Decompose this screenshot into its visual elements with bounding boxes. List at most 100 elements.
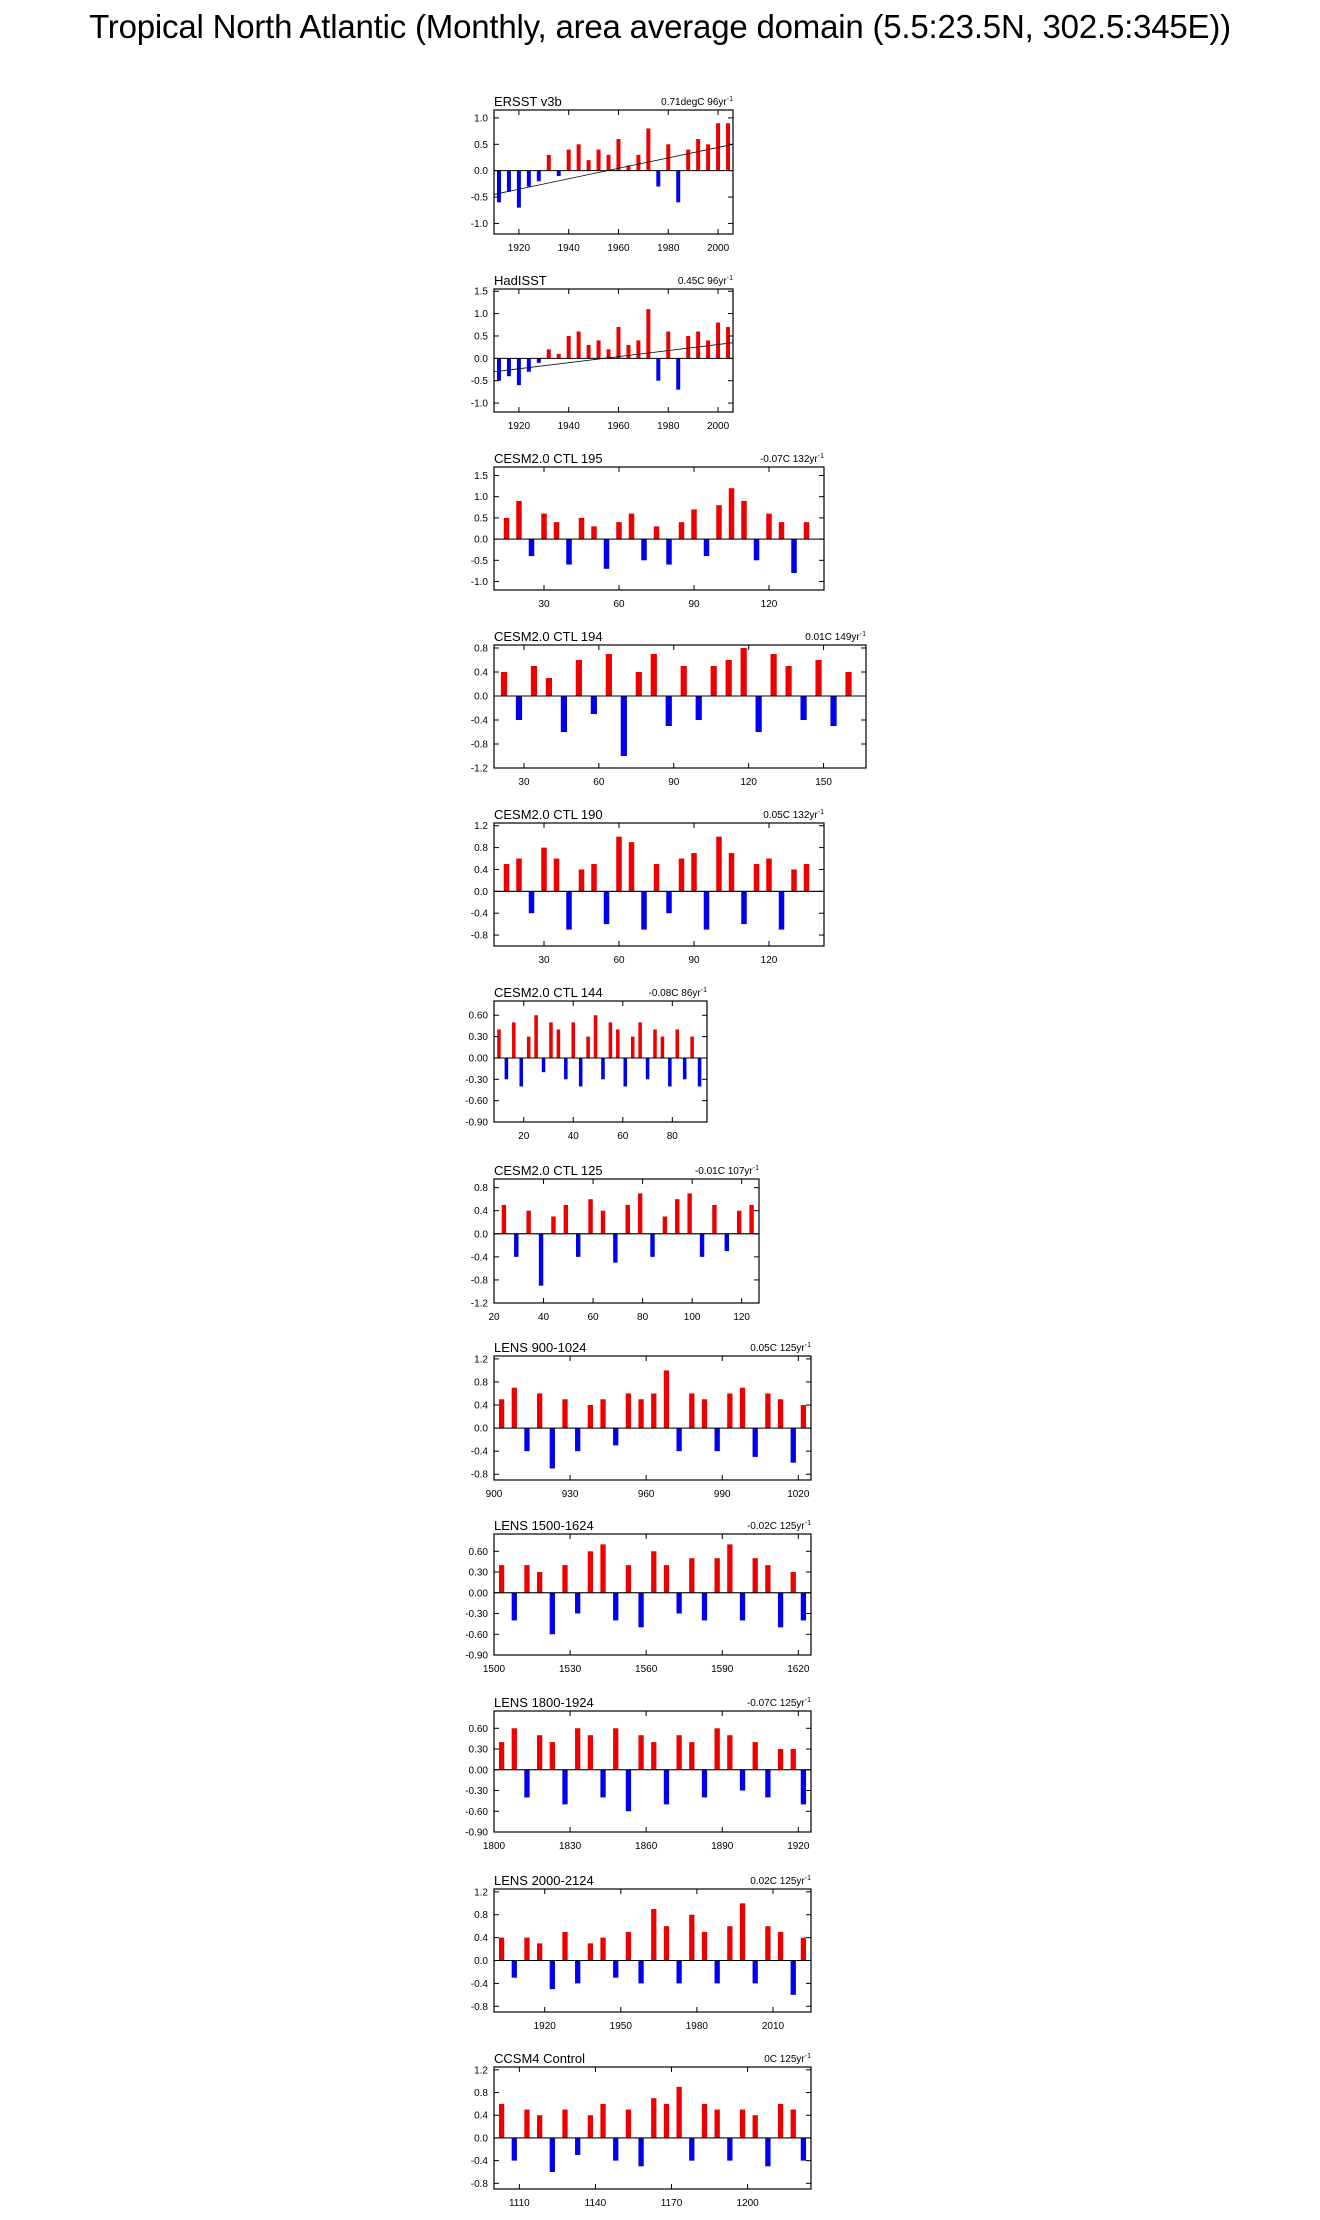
x-tick-label: 100 bbox=[684, 1312, 701, 1323]
bar bbox=[498, 2103, 505, 2138]
bar bbox=[587, 1405, 594, 1429]
bar bbox=[586, 1036, 590, 1058]
bar bbox=[498, 1399, 505, 1429]
x-tick-label: 1500 bbox=[483, 1664, 506, 1675]
y-tick-label: 0.4 bbox=[474, 1933, 488, 1944]
bar bbox=[620, 696, 627, 756]
bar bbox=[676, 358, 681, 390]
bar bbox=[528, 539, 535, 557]
bar bbox=[566, 335, 571, 359]
plot-frame bbox=[493, 109, 734, 235]
bar bbox=[714, 1428, 720, 1452]
bar bbox=[815, 660, 822, 696]
bar bbox=[553, 858, 560, 892]
bar bbox=[524, 1428, 530, 1452]
bar bbox=[695, 696, 702, 720]
bar bbox=[575, 2137, 581, 2155]
bar bbox=[699, 1233, 705, 1257]
bar bbox=[790, 1960, 796, 1995]
bar bbox=[739, 2109, 746, 2138]
bar bbox=[562, 1399, 568, 1429]
bar bbox=[625, 2109, 632, 2138]
y-tick-label: 0.8 bbox=[474, 843, 488, 854]
bar bbox=[741, 891, 747, 925]
bar bbox=[728, 488, 735, 540]
bar bbox=[739, 1903, 746, 1961]
y-tick-label: -0.60 bbox=[465, 1096, 488, 1107]
bar bbox=[663, 1926, 670, 1961]
bar bbox=[701, 1592, 708, 1621]
x-tick-label: 1110 bbox=[509, 2198, 530, 2209]
y-tick-label: -0.4 bbox=[471, 1252, 489, 1263]
x-tick-label: 1940 bbox=[558, 243, 581, 254]
panel-11: 1.2 0.8 0.4 0.0 -0.4 -0.8 1110 1140 1170 1200 CCSM… bbox=[471, 2051, 812, 2209]
x-tick-label: 1170 bbox=[661, 2198, 683, 2209]
x-tick-label: 120 bbox=[740, 777, 757, 788]
bar bbox=[600, 1210, 606, 1234]
y-tick-label: -0.60 bbox=[465, 1630, 488, 1641]
x-tick-label: 2010 bbox=[762, 2021, 785, 2032]
bar bbox=[765, 1926, 771, 1961]
bar bbox=[666, 331, 671, 359]
panel-1: 1.5 1.0 0.5 0.0 -0.5 -1.0 1920 1940 1960 1980 2000… bbox=[471, 273, 734, 432]
bar bbox=[651, 1393, 657, 1429]
panel-stat: -0.07C 125yr-1 bbox=[747, 1697, 811, 1709]
bar bbox=[603, 891, 610, 925]
bar bbox=[511, 1387, 517, 1429]
bar bbox=[646, 309, 651, 359]
bar bbox=[691, 509, 697, 540]
x-tick-label: 80 bbox=[667, 1131, 679, 1142]
bar bbox=[616, 836, 622, 892]
bar bbox=[752, 1428, 758, 1457]
bar bbox=[625, 1393, 632, 1429]
panel-title: LENS 1800-1924 bbox=[494, 1695, 594, 1710]
bar bbox=[777, 1592, 784, 1628]
bar bbox=[728, 853, 735, 892]
bar bbox=[516, 858, 522, 892]
bar bbox=[600, 1769, 606, 1798]
panel-8: 0.60 0.30 0.00 -0.30 -0.60 -0.90 1500 1530 1560 1… bbox=[465, 1518, 812, 1675]
panel-title: CESM2.0 CTL 125 bbox=[494, 1163, 603, 1178]
bar bbox=[778, 891, 785, 930]
bar bbox=[541, 847, 547, 892]
bar bbox=[575, 1428, 581, 1452]
bar bbox=[660, 1036, 665, 1058]
bar bbox=[696, 139, 701, 171]
x-tick-label: 30 bbox=[538, 955, 550, 966]
bar bbox=[646, 128, 651, 171]
bar bbox=[740, 648, 747, 696]
bar bbox=[625, 1204, 630, 1234]
y-tick-label: 0.4 bbox=[474, 2111, 488, 2122]
bar bbox=[549, 1742, 555, 1770]
bar bbox=[616, 1029, 620, 1058]
panel-2: 1.5 1.0 0.5 0.0 -0.5 -1.0 30 60 90 120 CESM2.0 CTL… bbox=[471, 451, 825, 610]
y-tick-label: 0.4 bbox=[474, 1401, 488, 1412]
panel-stat-superscript: -1 bbox=[805, 2053, 811, 2060]
y-tick-label: -0.90 bbox=[465, 1118, 488, 1129]
bar bbox=[500, 672, 508, 696]
bar bbox=[714, 1960, 720, 1984]
bar bbox=[606, 349, 611, 359]
bar bbox=[777, 2103, 784, 2138]
bar bbox=[608, 1022, 613, 1058]
bar bbox=[556, 353, 561, 359]
bar bbox=[530, 666, 538, 696]
panel-stat-superscript: -1 bbox=[727, 275, 733, 282]
bar bbox=[675, 1199, 680, 1234]
bar bbox=[562, 1931, 568, 1961]
x-tick-label: 1860 bbox=[635, 1841, 658, 1852]
bar bbox=[625, 1931, 632, 1961]
bar bbox=[588, 1199, 593, 1234]
bar bbox=[616, 139, 621, 171]
panel-stat: 0C 125yr-1 bbox=[764, 2053, 811, 2065]
bar bbox=[506, 358, 511, 377]
bar bbox=[845, 672, 852, 696]
bar bbox=[803, 864, 810, 892]
x-tick-label: 1980 bbox=[657, 243, 680, 254]
panel-10: 1.2 0.8 0.4 0.0 -0.4 -0.8 1920 1950 1980 2010 LENS… bbox=[471, 1873, 812, 2032]
bar bbox=[616, 522, 622, 540]
bar bbox=[777, 1749, 784, 1770]
bar bbox=[628, 513, 635, 540]
y-tick-label: -0.8 bbox=[471, 2002, 489, 2013]
